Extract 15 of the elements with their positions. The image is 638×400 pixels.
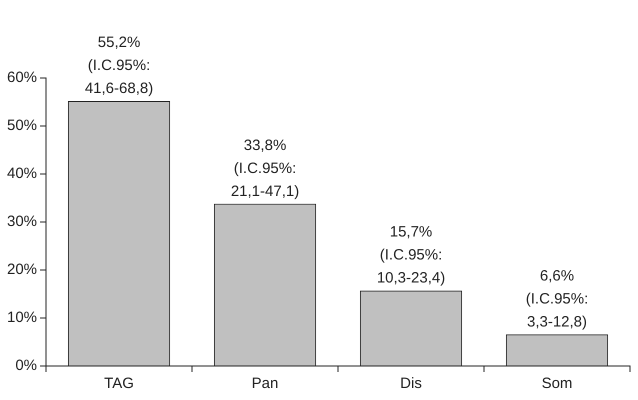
y-tick-label: 20% [6,261,38,278]
x-tick-label: Som [542,375,572,392]
data-label: 33,8% (I.C.95%: 21,1-47,1) [230,136,300,200]
data-label: 15,7% (I.C.95%: 10,3-23,4) [376,224,446,287]
data-label: 6,6% (I.C.95%: 3,3-12,8) [526,267,588,330]
y-tick-label: 0% [15,357,38,374]
y-tick-label: 30% [6,213,38,230]
y-tick-label: 50% [6,117,38,134]
y-tick-label: 40% [6,165,38,182]
y-tick-label: 60% [6,69,38,86]
x-tick-label: Dis [400,375,422,392]
data-label: 55,2% (I.C.95%: 41,6-68,8) [84,34,154,98]
x-tick-label: TAG [104,375,134,392]
y-tick-label: 10% [6,309,38,326]
x-tick-label: Pan [252,375,278,392]
